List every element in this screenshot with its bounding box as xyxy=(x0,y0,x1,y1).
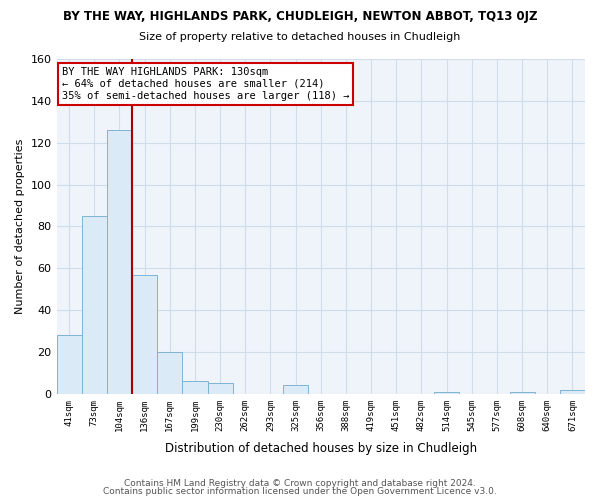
Bar xyxy=(107,130,132,394)
Bar xyxy=(132,274,157,394)
Text: Size of property relative to detached houses in Chudleigh: Size of property relative to detached ho… xyxy=(139,32,461,42)
Text: Contains HM Land Registry data © Crown copyright and database right 2024.: Contains HM Land Registry data © Crown c… xyxy=(124,478,476,488)
Bar xyxy=(509,392,535,394)
Bar xyxy=(283,386,308,394)
Text: Contains public sector information licensed under the Open Government Licence v3: Contains public sector information licen… xyxy=(103,487,497,496)
Bar xyxy=(182,381,208,394)
Y-axis label: Number of detached properties: Number of detached properties xyxy=(15,138,25,314)
Text: BY THE WAY, HIGHLANDS PARK, CHUDLEIGH, NEWTON ABBOT, TQ13 0JZ: BY THE WAY, HIGHLANDS PARK, CHUDLEIGH, N… xyxy=(63,10,537,23)
Bar xyxy=(560,390,585,394)
Bar xyxy=(56,335,82,394)
Bar xyxy=(157,352,182,394)
Bar xyxy=(434,392,459,394)
X-axis label: Distribution of detached houses by size in Chudleigh: Distribution of detached houses by size … xyxy=(165,442,477,455)
Text: BY THE WAY HIGHLANDS PARK: 130sqm
← 64% of detached houses are smaller (214)
35%: BY THE WAY HIGHLANDS PARK: 130sqm ← 64% … xyxy=(62,68,349,100)
Bar xyxy=(208,384,233,394)
Bar xyxy=(82,216,107,394)
